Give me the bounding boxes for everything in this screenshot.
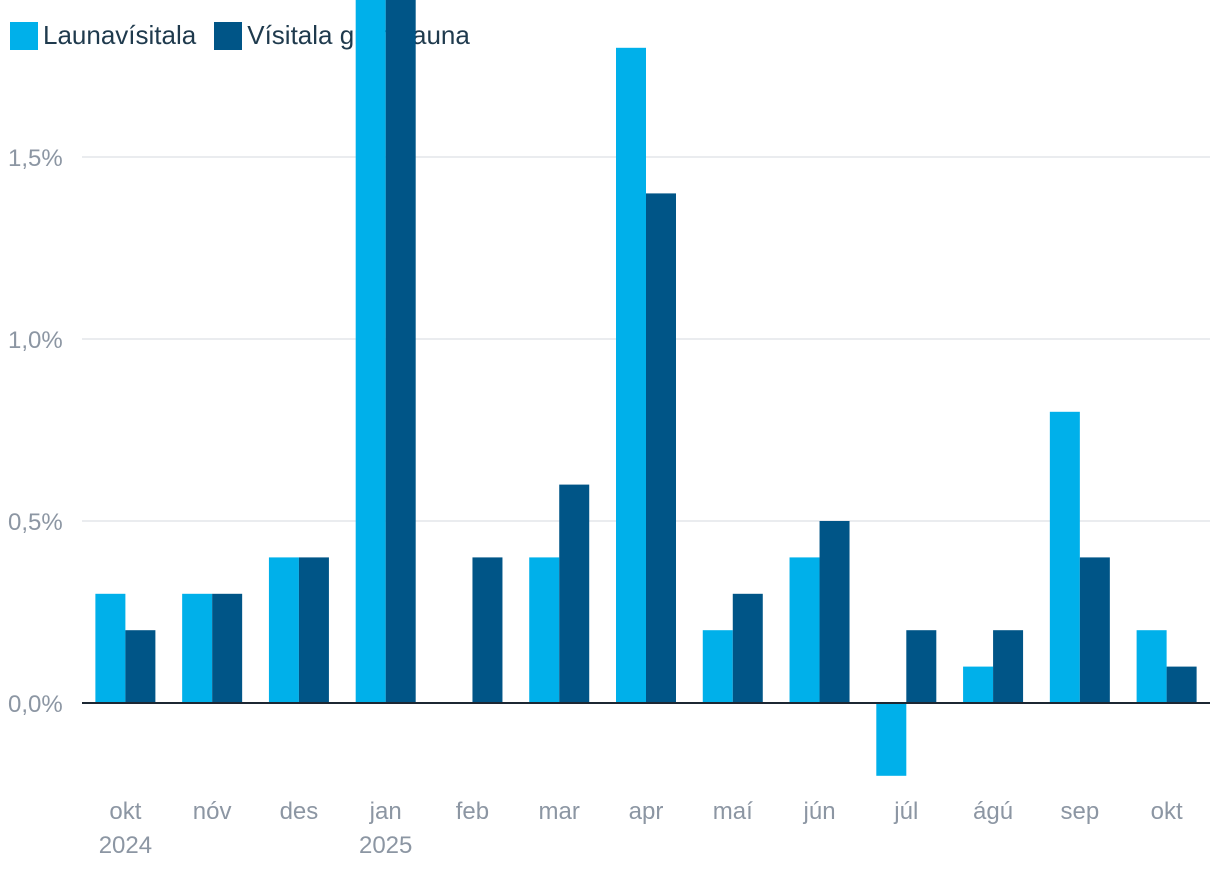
- x-tick-label: okt: [109, 798, 141, 825]
- bar-visitala-grunnlauna-9[interactable]: [906, 630, 937, 703]
- y-tick-label: 1,5%: [8, 145, 63, 172]
- y-tick-label: 1,0%: [8, 327, 63, 354]
- bar-launavisitala-12[interactable]: [1136, 630, 1167, 703]
- bar-visitala-grunnlauna-3[interactable]: [385, 0, 416, 703]
- y-axis-tick-labels: 0,0%0,5%1,0%1,5%2,0%2,5%3,0%: [8, 145, 63, 718]
- x-tick-year-label: 2025: [359, 832, 412, 859]
- bar-visitala-grunnlauna-7[interactable]: [732, 593, 763, 703]
- bar-visitala-grunnlauna-12[interactable]: [1166, 666, 1197, 703]
- legend-item-launavisitala[interactable]: Launavísitala: [10, 20, 196, 51]
- legend-label-launavisitala: Launavísitala: [43, 20, 197, 50]
- x-tick-label: júl: [893, 798, 918, 825]
- legend-swatch-visitala-grunnlauna: [214, 21, 243, 50]
- bar-launavisitala-9[interactable]: [876, 703, 907, 776]
- x-tick-label: jan: [369, 798, 402, 825]
- bar-visitala-grunnlauna-5[interactable]: [559, 484, 590, 703]
- bar-visitala-grunnlauna-10[interactable]: [993, 630, 1024, 703]
- y-tick-label: 0,5%: [8, 509, 63, 536]
- x-axis-tick-labels: okt 2024 nóv des jan 2025 feb mar apr maí jún júl ág…: [99, 798, 1183, 859]
- x-tick-label: des: [280, 798, 319, 825]
- bar-visitala-grunnlauna-1[interactable]: [212, 593, 243, 703]
- x-tick-label: mar: [539, 798, 580, 825]
- bar-launavisitala-0[interactable]: [95, 593, 126, 703]
- bar-visitala-grunnlauna-0[interactable]: [125, 630, 156, 703]
- bar-launavisitala-3[interactable]: [355, 0, 386, 704]
- bar-launavisitala-10[interactable]: [963, 666, 994, 703]
- bar-launavisitala-11[interactable]: [1049, 411, 1080, 703]
- bar-launavisitala-1[interactable]: [182, 593, 213, 703]
- x-tick-label: maí: [713, 798, 753, 825]
- bar-visitala-grunnlauna-4[interactable]: [472, 557, 503, 703]
- y-tick-label: 0,0%: [8, 691, 63, 718]
- bars: [95, 0, 1197, 776]
- x-tick-label: feb: [456, 798, 489, 825]
- bar-launavisitala-8[interactable]: [789, 557, 820, 703]
- bar-visitala-grunnlauna-6[interactable]: [646, 193, 676, 703]
- x-tick-label: jún: [803, 798, 836, 825]
- x-tick-label: sep: [1060, 798, 1099, 825]
- bar-launavisitala-2[interactable]: [268, 557, 299, 703]
- bar-visitala-grunnlauna-8[interactable]: [819, 521, 850, 703]
- x-tick-label: okt: [1151, 798, 1183, 825]
- x-tick-label: ágú: [973, 798, 1013, 825]
- x-tick-year-label: 2024: [99, 832, 152, 859]
- bar-launavisitala-6[interactable]: [616, 47, 646, 704]
- legend-swatch-launavisitala: [10, 21, 38, 50]
- bar-visitala-grunnlauna-11[interactable]: [1079, 557, 1110, 703]
- bar-launavisitala-7[interactable]: [702, 630, 733, 703]
- x-tick-label: apr: [629, 798, 664, 825]
- x-tick-label: nóv: [193, 798, 232, 825]
- bar-visitala-grunnlauna-2[interactable]: [298, 557, 329, 703]
- bar-launavisitala-5[interactable]: [529, 557, 560, 703]
